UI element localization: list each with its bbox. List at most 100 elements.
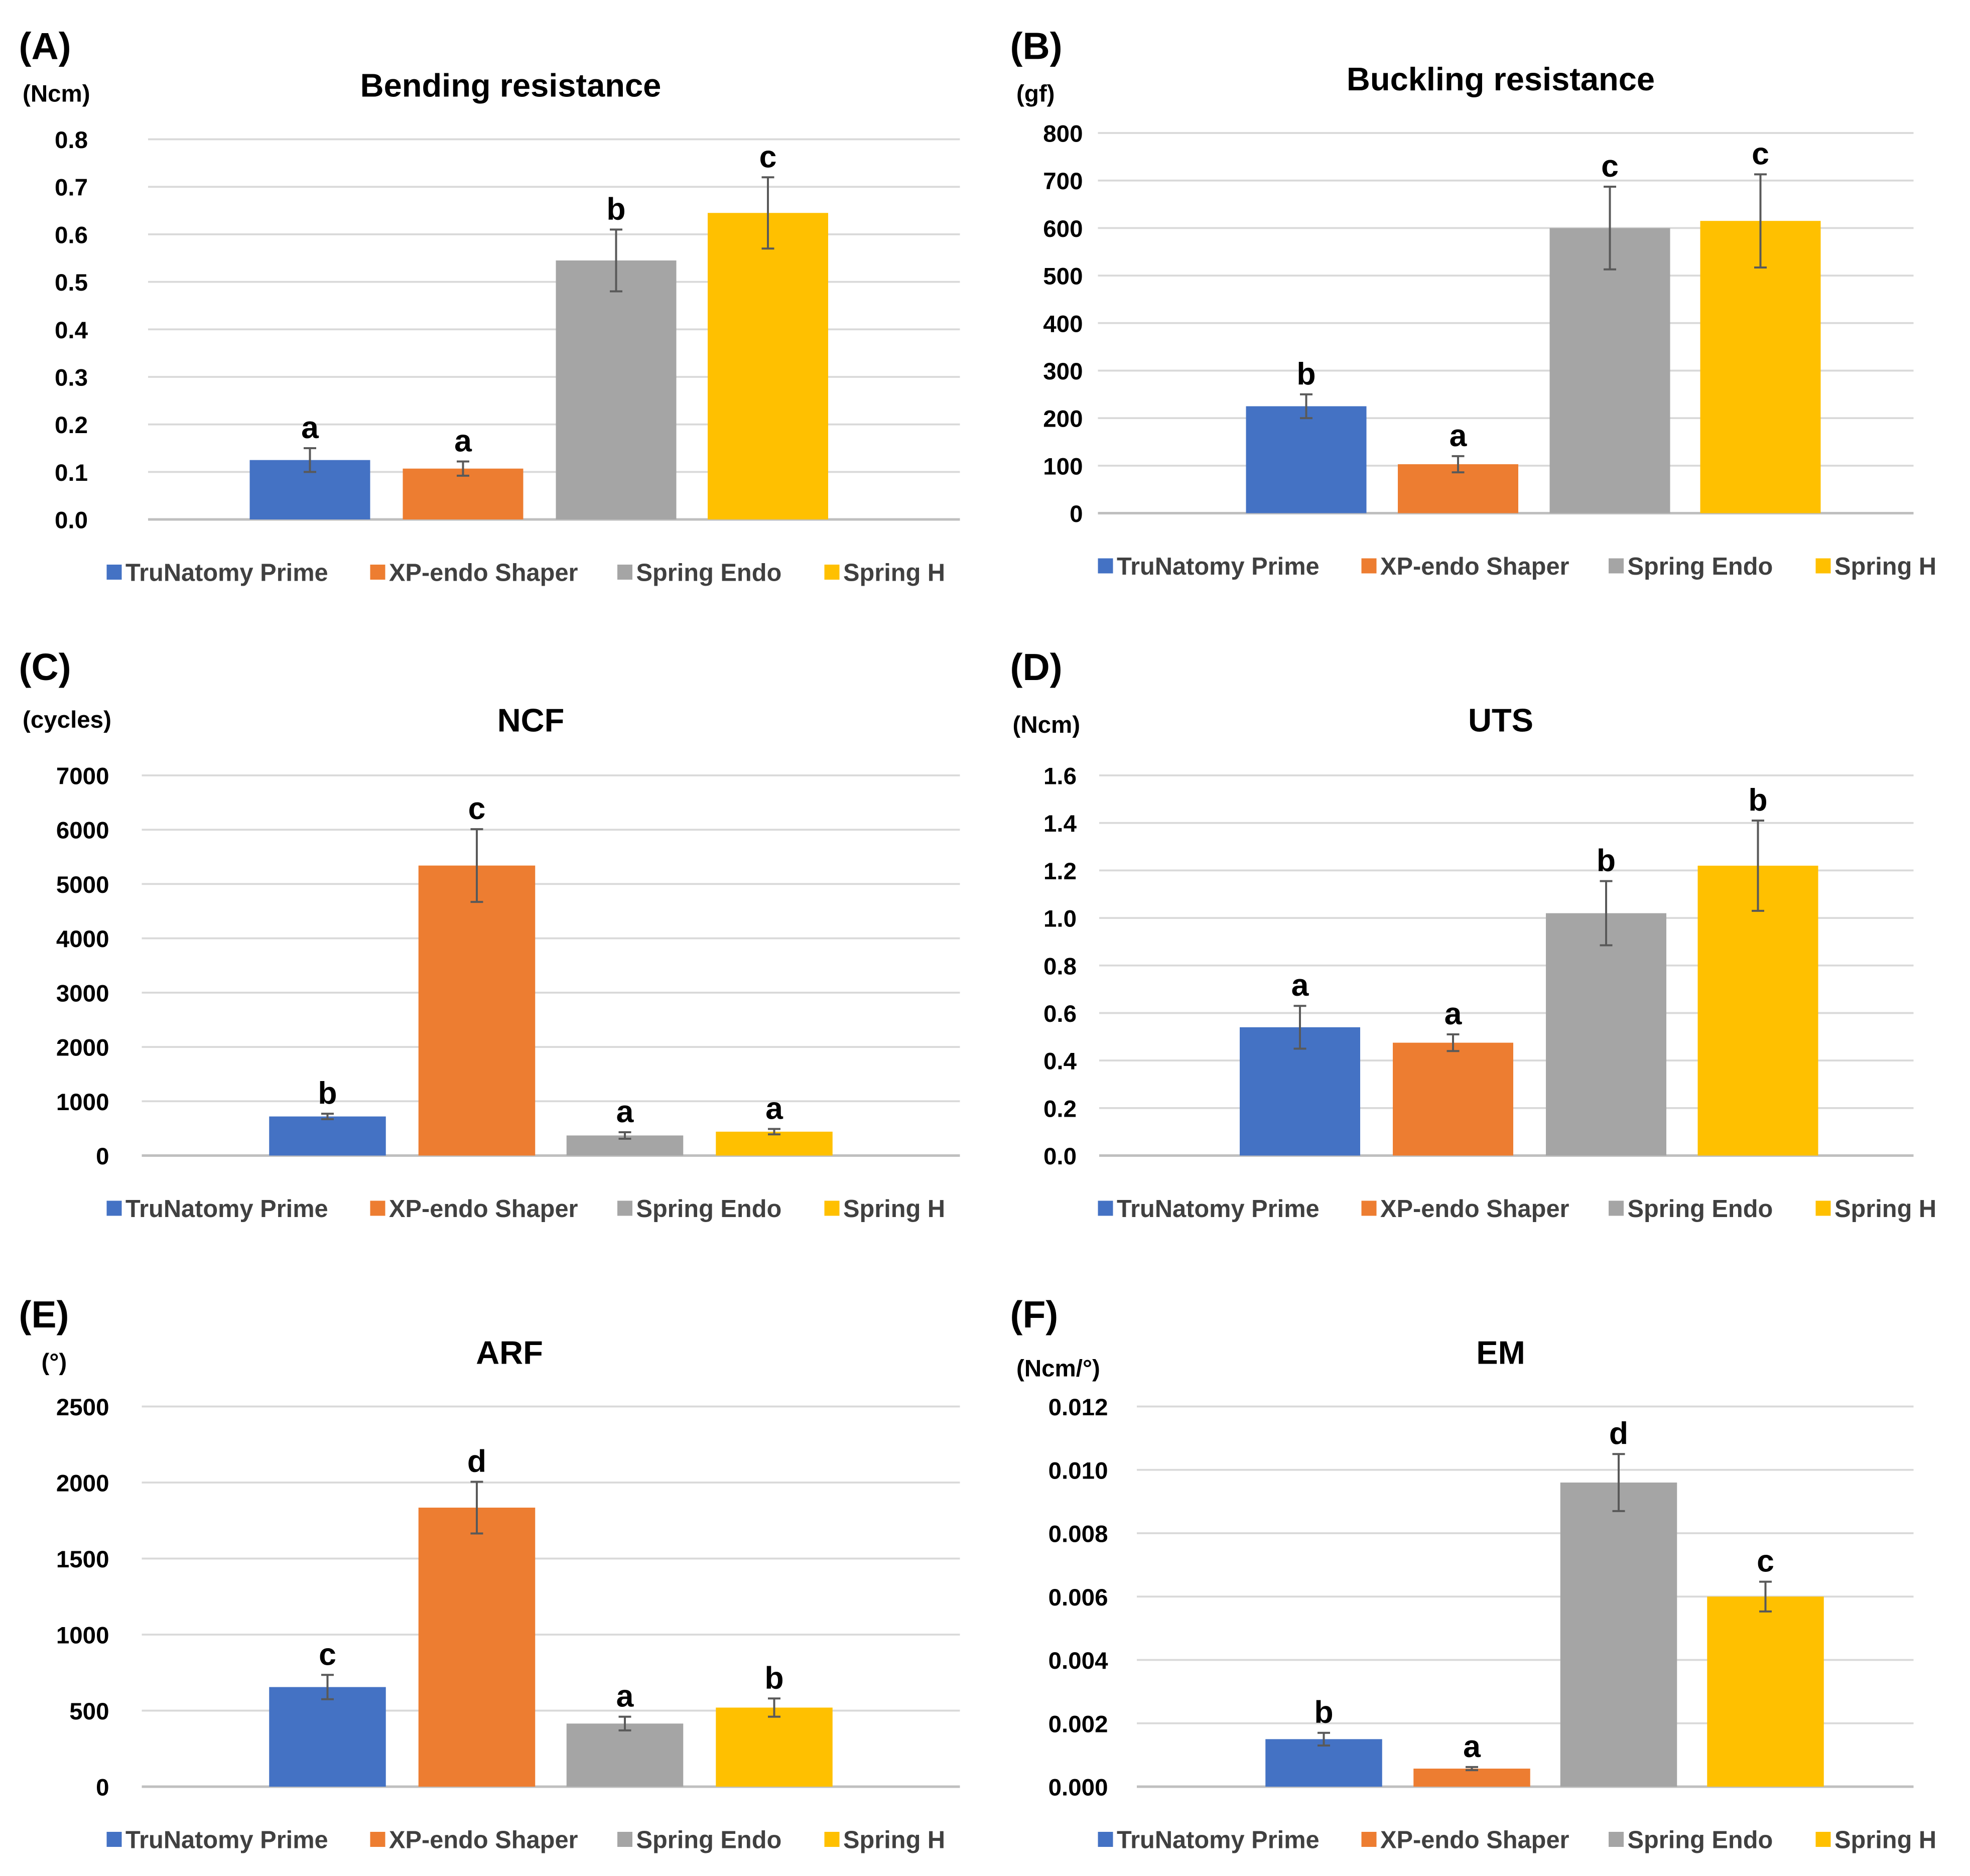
- y-tick-label: 1.0: [1043, 906, 1077, 932]
- legend-label: TruNatomy Prime: [1117, 1827, 1320, 1854]
- legend-label: XP-endo Shaper: [389, 1827, 578, 1854]
- bar: [566, 1723, 684, 1787]
- legend-swatch: [1815, 1200, 1831, 1216]
- bar: [1393, 1042, 1513, 1156]
- y-tick-label: 0.2: [1043, 1096, 1077, 1122]
- y-tick-label: 600: [1043, 216, 1083, 242]
- significance-letter: a: [765, 1091, 783, 1126]
- y-tick-label: 0: [96, 1775, 109, 1801]
- bar: [1707, 1596, 1824, 1787]
- legend: TruNatomy Prime XP-endo Shaper Spring Endo…: [106, 560, 945, 587]
- significance-letter: b: [1748, 782, 1767, 818]
- y-tick-label: 1000: [56, 1623, 109, 1649]
- y-tick-label: 1000: [56, 1089, 109, 1116]
- y-tick-label: 0.006: [1048, 1584, 1108, 1611]
- legend: TruNatomy Prime XP-endo Shaper Spring Endo…: [1098, 1827, 1936, 1854]
- significance-letter: a: [1450, 418, 1468, 453]
- bar: [1413, 1769, 1530, 1787]
- error-bar: [321, 1674, 334, 1700]
- y-axis-unit-label: (cycles): [23, 707, 111, 733]
- y-tick-label: 500: [1043, 263, 1083, 290]
- panel-label: (A): [19, 25, 71, 67]
- y-tick-label: 7000: [56, 763, 109, 790]
- y-tick-label: 300: [1043, 358, 1083, 385]
- error-bar: [1293, 1005, 1306, 1050]
- error-bar: [1759, 1580, 1772, 1613]
- error-bar: [610, 228, 622, 293]
- chart-title: Bending resistance: [360, 67, 662, 104]
- chart-title: NCF: [497, 702, 565, 739]
- legend-label: TruNatomy Prime: [1117, 553, 1320, 580]
- chart-title: ARF: [476, 1334, 543, 1371]
- bar: [269, 1687, 386, 1787]
- significance-letter: c: [759, 139, 777, 174]
- legend-label: XP-endo Shaper: [389, 560, 578, 587]
- legend-swatch: [617, 565, 632, 580]
- legend-label: XP-endo Shaper: [1380, 1827, 1569, 1854]
- legend-swatch: [1815, 1832, 1831, 1847]
- significance-letter: a: [1291, 968, 1309, 1003]
- legend-swatch: [1361, 558, 1377, 574]
- legend-swatch: [1609, 1832, 1624, 1847]
- significance-letter: a: [616, 1094, 634, 1129]
- legend-label: Spring H: [1834, 553, 1936, 580]
- chart-title: Buckling resistance: [1347, 61, 1655, 97]
- legend-label: Spring Endo: [1628, 553, 1773, 580]
- bar: [708, 213, 828, 519]
- significance-letter: a: [301, 410, 319, 445]
- chart-title: EM: [1476, 1334, 1525, 1371]
- y-tick-label: 2000: [56, 1035, 109, 1061]
- error-bar: [1452, 455, 1465, 474]
- panel-d: (D) UTS (Ncm) 0.0 0.2 0.4 0.6 0.8 1.0 1.2 1.4 1.6 a a…: [1010, 646, 1937, 1223]
- legend: TruNatomy Prime XP-endo Shaper Spring Endo…: [106, 1827, 945, 1854]
- y-tick-label: 0.4: [55, 317, 88, 344]
- y-tick-label: 0.7: [55, 175, 88, 201]
- legend: TruNatomy Prime XP-endo Shaper Spring Endo…: [106, 1195, 945, 1223]
- legend-label: Spring Endo: [1628, 1827, 1773, 1854]
- y-axis-unit-label: (Ncm): [1013, 712, 1081, 738]
- legend-swatch: [824, 1200, 840, 1216]
- error-bar: [1754, 173, 1767, 269]
- legend-swatch: [370, 1200, 385, 1216]
- panel-label: (E): [19, 1293, 69, 1335]
- y-tick-label: 2500: [56, 1394, 109, 1421]
- y-tick-label: 0.5: [55, 270, 88, 296]
- y-tick-label: 1500: [56, 1546, 109, 1573]
- y-tick-label: 400: [1043, 311, 1083, 337]
- error-bar: [1600, 880, 1613, 947]
- panel-a: (A) Bending resistance (Ncm) 0.0 0.1 0.2 0.3 0.…: [19, 25, 960, 587]
- y-tick-label: 0.1: [55, 460, 88, 486]
- legend-swatch: [1609, 558, 1624, 574]
- y-tick-label: 0.3: [55, 364, 88, 391]
- panel-c: (C) NCF (cycles) 0 1000 2000 3000 4000 5000 6000 7…: [19, 646, 960, 1223]
- legend-swatch: [370, 565, 385, 580]
- legend-label: Spring H: [1834, 1827, 1936, 1854]
- legend-label: Spring H: [1834, 1195, 1936, 1223]
- legend-swatch: [1815, 558, 1831, 574]
- bar: [556, 260, 677, 519]
- significance-letter: a: [1463, 1729, 1481, 1764]
- chart-title: UTS: [1468, 702, 1533, 739]
- error-bar: [1752, 819, 1764, 912]
- legend-label: Spring Endo: [636, 1195, 782, 1223]
- y-tick-label: 700: [1043, 168, 1083, 195]
- y-tick-label: 0.8: [1043, 953, 1077, 980]
- y-tick-label: 800: [1043, 121, 1083, 148]
- bar: [1549, 228, 1670, 513]
- legend-label: Spring Endo: [636, 1827, 782, 1854]
- error-bar: [768, 1697, 780, 1718]
- y-tick-label: 1.4: [1043, 811, 1077, 837]
- bar: [1560, 1483, 1677, 1787]
- bar: [1265, 1739, 1382, 1787]
- error-bar: [1447, 1033, 1460, 1052]
- bar: [1697, 865, 1818, 1156]
- panel-f: (F) EM (Ncm/°) 0.000 0.002 0.004 0.006 0.008 0.0…: [1010, 1293, 1937, 1854]
- bar: [1246, 406, 1367, 513]
- y-tick-label: 500: [69, 1698, 109, 1725]
- legend-swatch: [617, 1832, 632, 1847]
- significance-letter: c: [468, 791, 486, 826]
- legend-swatch: [106, 1200, 122, 1216]
- significance-letter: c: [1752, 136, 1769, 171]
- bar: [1700, 221, 1821, 513]
- significance-letter: c: [1757, 1544, 1774, 1579]
